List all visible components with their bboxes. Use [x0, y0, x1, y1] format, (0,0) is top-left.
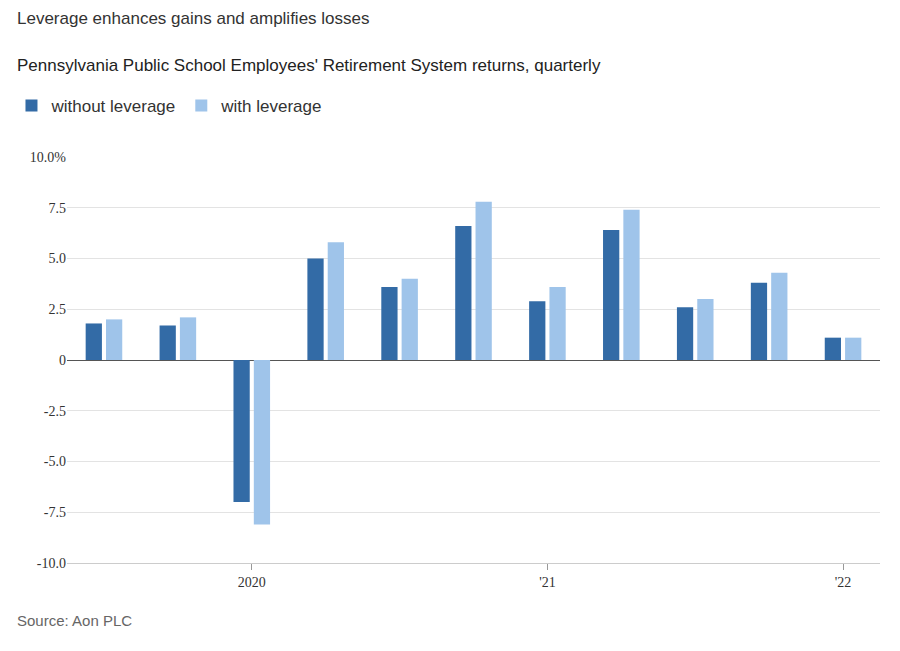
svg-text:Leverage enhances gains and am: Leverage enhances gains and amplifies lo…	[17, 9, 370, 28]
svg-text:10.0%: 10.0%	[30, 150, 67, 165]
svg-text:'22: '22	[835, 575, 852, 590]
svg-text:-10.0: -10.0	[37, 556, 66, 571]
svg-text:-2.5: -2.5	[44, 404, 66, 419]
svg-text:-5.0: -5.0	[44, 454, 66, 469]
svg-text:with leverage: with leverage	[220, 97, 321, 116]
svg-text:-7.5: -7.5	[44, 505, 66, 520]
svg-text:without leverage: without leverage	[50, 97, 175, 116]
svg-text:0: 0	[59, 353, 66, 368]
svg-text:7.5: 7.5	[49, 201, 67, 216]
svg-text:'21: '21	[539, 575, 556, 590]
svg-text:Source: Aon PLC: Source: Aon PLC	[17, 612, 132, 629]
svg-text:2020: 2020	[238, 575, 266, 590]
svg-text:5.0: 5.0	[49, 251, 67, 266]
svg-text:2.5: 2.5	[49, 302, 67, 317]
svg-text:Pennsylvania Public School Emp: Pennsylvania Public School Employees' Re…	[17, 56, 601, 75]
